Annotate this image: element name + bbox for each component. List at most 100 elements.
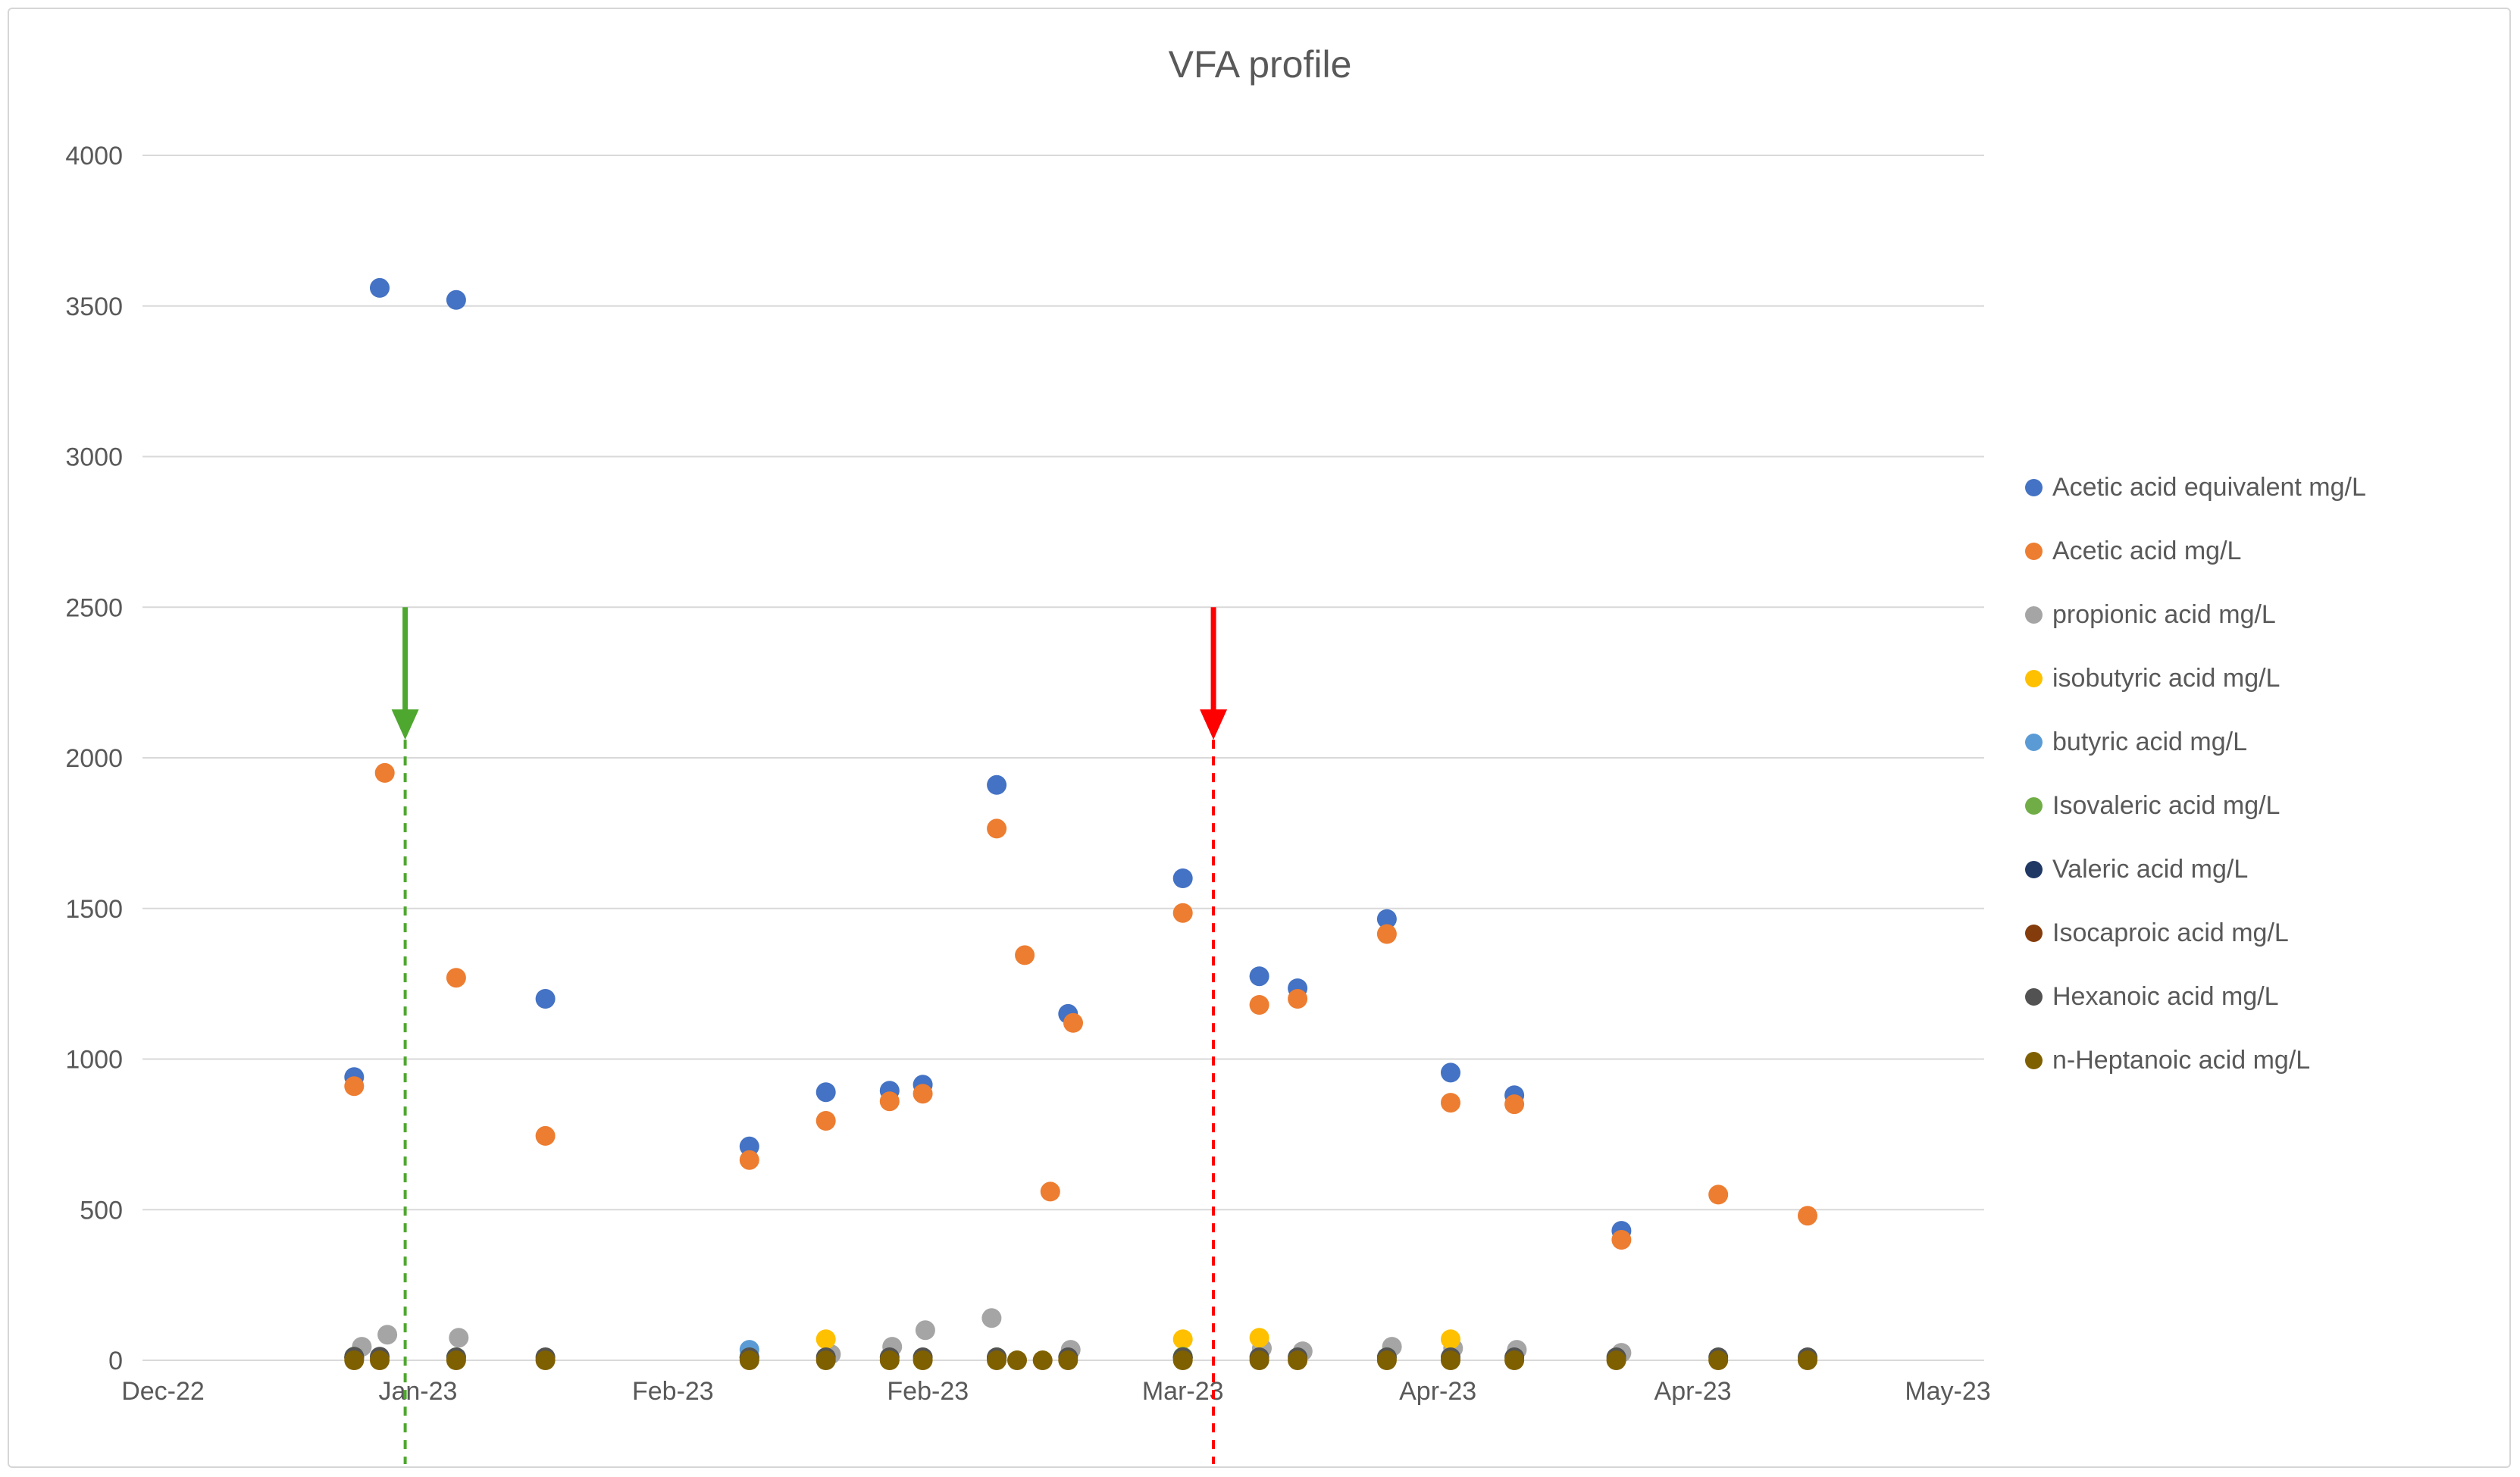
chart-legend: Acetic acid equivalent mg/L Acetic acid m… [2025, 455, 2366, 1092]
data-point [987, 774, 1007, 795]
y-tick-label: 500 [80, 1196, 123, 1225]
data-point [1015, 945, 1035, 965]
legend-marker-icon [2025, 733, 2043, 751]
data-point [1288, 989, 1308, 1009]
chart-frame [8, 8, 2511, 1468]
x-tick-label: Apr-23 [1399, 1377, 1476, 1406]
data-point [446, 968, 466, 988]
legend-label: butyric acid mg/L [2052, 727, 2247, 756]
data-point [1504, 1094, 1525, 1115]
series-isobutyric-acid-mg-l [815, 1328, 1460, 1350]
data-point [815, 1329, 836, 1350]
data-point [1032, 1350, 1053, 1370]
data-point [535, 1350, 556, 1370]
y-tick-label: 3000 [65, 443, 123, 472]
data-point [535, 989, 556, 1009]
data-point [1441, 1093, 1460, 1113]
data-point [987, 1350, 1007, 1370]
legend-label: propionic acid mg/L [2052, 599, 2276, 629]
data-point [1441, 1062, 1460, 1083]
data-point [1708, 1184, 1729, 1205]
y-tick-label: 1000 [65, 1046, 123, 1075]
y-tick-label: 3500 [65, 293, 123, 321]
legend-item: Hexanoic acid mg/L [2025, 965, 2366, 1028]
green-arrow-annotation [391, 607, 419, 1464]
data-point [815, 1111, 836, 1131]
data-point [1288, 1350, 1308, 1370]
x-tick-label: May-23 [1905, 1377, 1990, 1406]
data-point [913, 1084, 933, 1104]
data-point [1007, 1350, 1027, 1370]
data-point [1249, 1328, 1269, 1348]
data-point [1063, 1012, 1083, 1033]
data-point [915, 1320, 935, 1341]
data-point [446, 1350, 466, 1370]
legend-marker-icon [2025, 987, 2043, 1006]
data-point [377, 1325, 398, 1345]
legend-label: isobutyric acid mg/L [2052, 663, 2281, 693]
chart-title: VFA profile [1168, 43, 1352, 86]
y-tick-label: 0 [108, 1347, 123, 1375]
data-point [344, 1076, 365, 1097]
legend-marker-icon [2025, 860, 2043, 878]
data-point [1172, 1329, 1193, 1350]
data-point [374, 762, 395, 783]
legend-marker-icon [2025, 606, 2043, 624]
legend-marker-icon [2025, 796, 2043, 815]
data-point [1172, 903, 1193, 923]
data-point [879, 1091, 900, 1112]
data-point [1172, 1350, 1193, 1370]
legend-label: Hexanoic acid mg/L [2052, 981, 2279, 1011]
data-point [1798, 1206, 1817, 1226]
legend-label: Acetic acid mg/L [2052, 536, 2242, 565]
data-point [535, 1125, 556, 1146]
data-point [815, 1082, 836, 1103]
legend-marker-icon [2025, 478, 2043, 496]
legend-label: Acetic acid equivalent mg/L [2052, 472, 2366, 502]
x-tick-label: Feb-23 [887, 1377, 969, 1406]
series-n-heptanoic-acid-mg-l [344, 1350, 1817, 1370]
y-axis-labels: 0 500 1000 1500 2000 2500 3000 3500 4000 [65, 142, 123, 1375]
data-point [1172, 868, 1193, 888]
x-tick-label: Dec-22 [121, 1377, 205, 1406]
data-point [879, 1350, 900, 1370]
series-acetic-acid-mg-l [344, 762, 1817, 1250]
series-isovaleric-acid-mg-l [344, 1347, 1397, 1367]
data-point [1441, 1329, 1460, 1350]
y-tick-label: 2500 [65, 593, 123, 622]
data-point [1249, 1350, 1269, 1370]
red-arrow-annotation [1200, 607, 1228, 1464]
legend-item: Valeric acid mg/L [2025, 837, 2366, 901]
data-point [370, 277, 390, 298]
data-point [1376, 924, 1397, 944]
data-point [815, 1350, 836, 1370]
data-point [1376, 1350, 1397, 1370]
y-tick-label: 2000 [65, 744, 123, 773]
legend-marker-icon [2025, 542, 2043, 560]
x-axis-labels: Dec-22 Jan-23 Feb-23 Feb-23 Mar-23 Apr-23 Apr-… [121, 1377, 1990, 1406]
series-hexanoic-acid-mg-l [344, 1347, 1817, 1367]
data-point [1606, 1350, 1626, 1370]
data-point [1441, 1350, 1460, 1370]
x-tick-label: Apr-23 [1654, 1377, 1732, 1406]
data-point [739, 1136, 759, 1156]
data-point [1058, 1350, 1078, 1370]
data-point [739, 1350, 759, 1370]
legend-item: butyric acid mg/L [2025, 710, 2366, 774]
data-point [981, 1308, 1002, 1328]
legend-item: n-Heptanoic acid mg/L [2025, 1028, 2366, 1092]
x-tick-label: Mar-23 [1142, 1377, 1224, 1406]
data-point [1249, 995, 1269, 1015]
y-tick-label: 4000 [65, 142, 123, 171]
data-point [913, 1350, 933, 1370]
data-point [1708, 1350, 1729, 1370]
data-point [987, 818, 1007, 839]
y-tick-label: 1500 [65, 895, 123, 924]
legend-marker-icon [2025, 669, 2043, 687]
legend-label: Isovaleric acid mg/L [2052, 790, 2281, 820]
legend-item: Acetic acid equivalent mg/L [2025, 455, 2366, 519]
arrowhead-icon [1200, 709, 1228, 740]
x-tick-label: Jan-23 [378, 1377, 457, 1406]
